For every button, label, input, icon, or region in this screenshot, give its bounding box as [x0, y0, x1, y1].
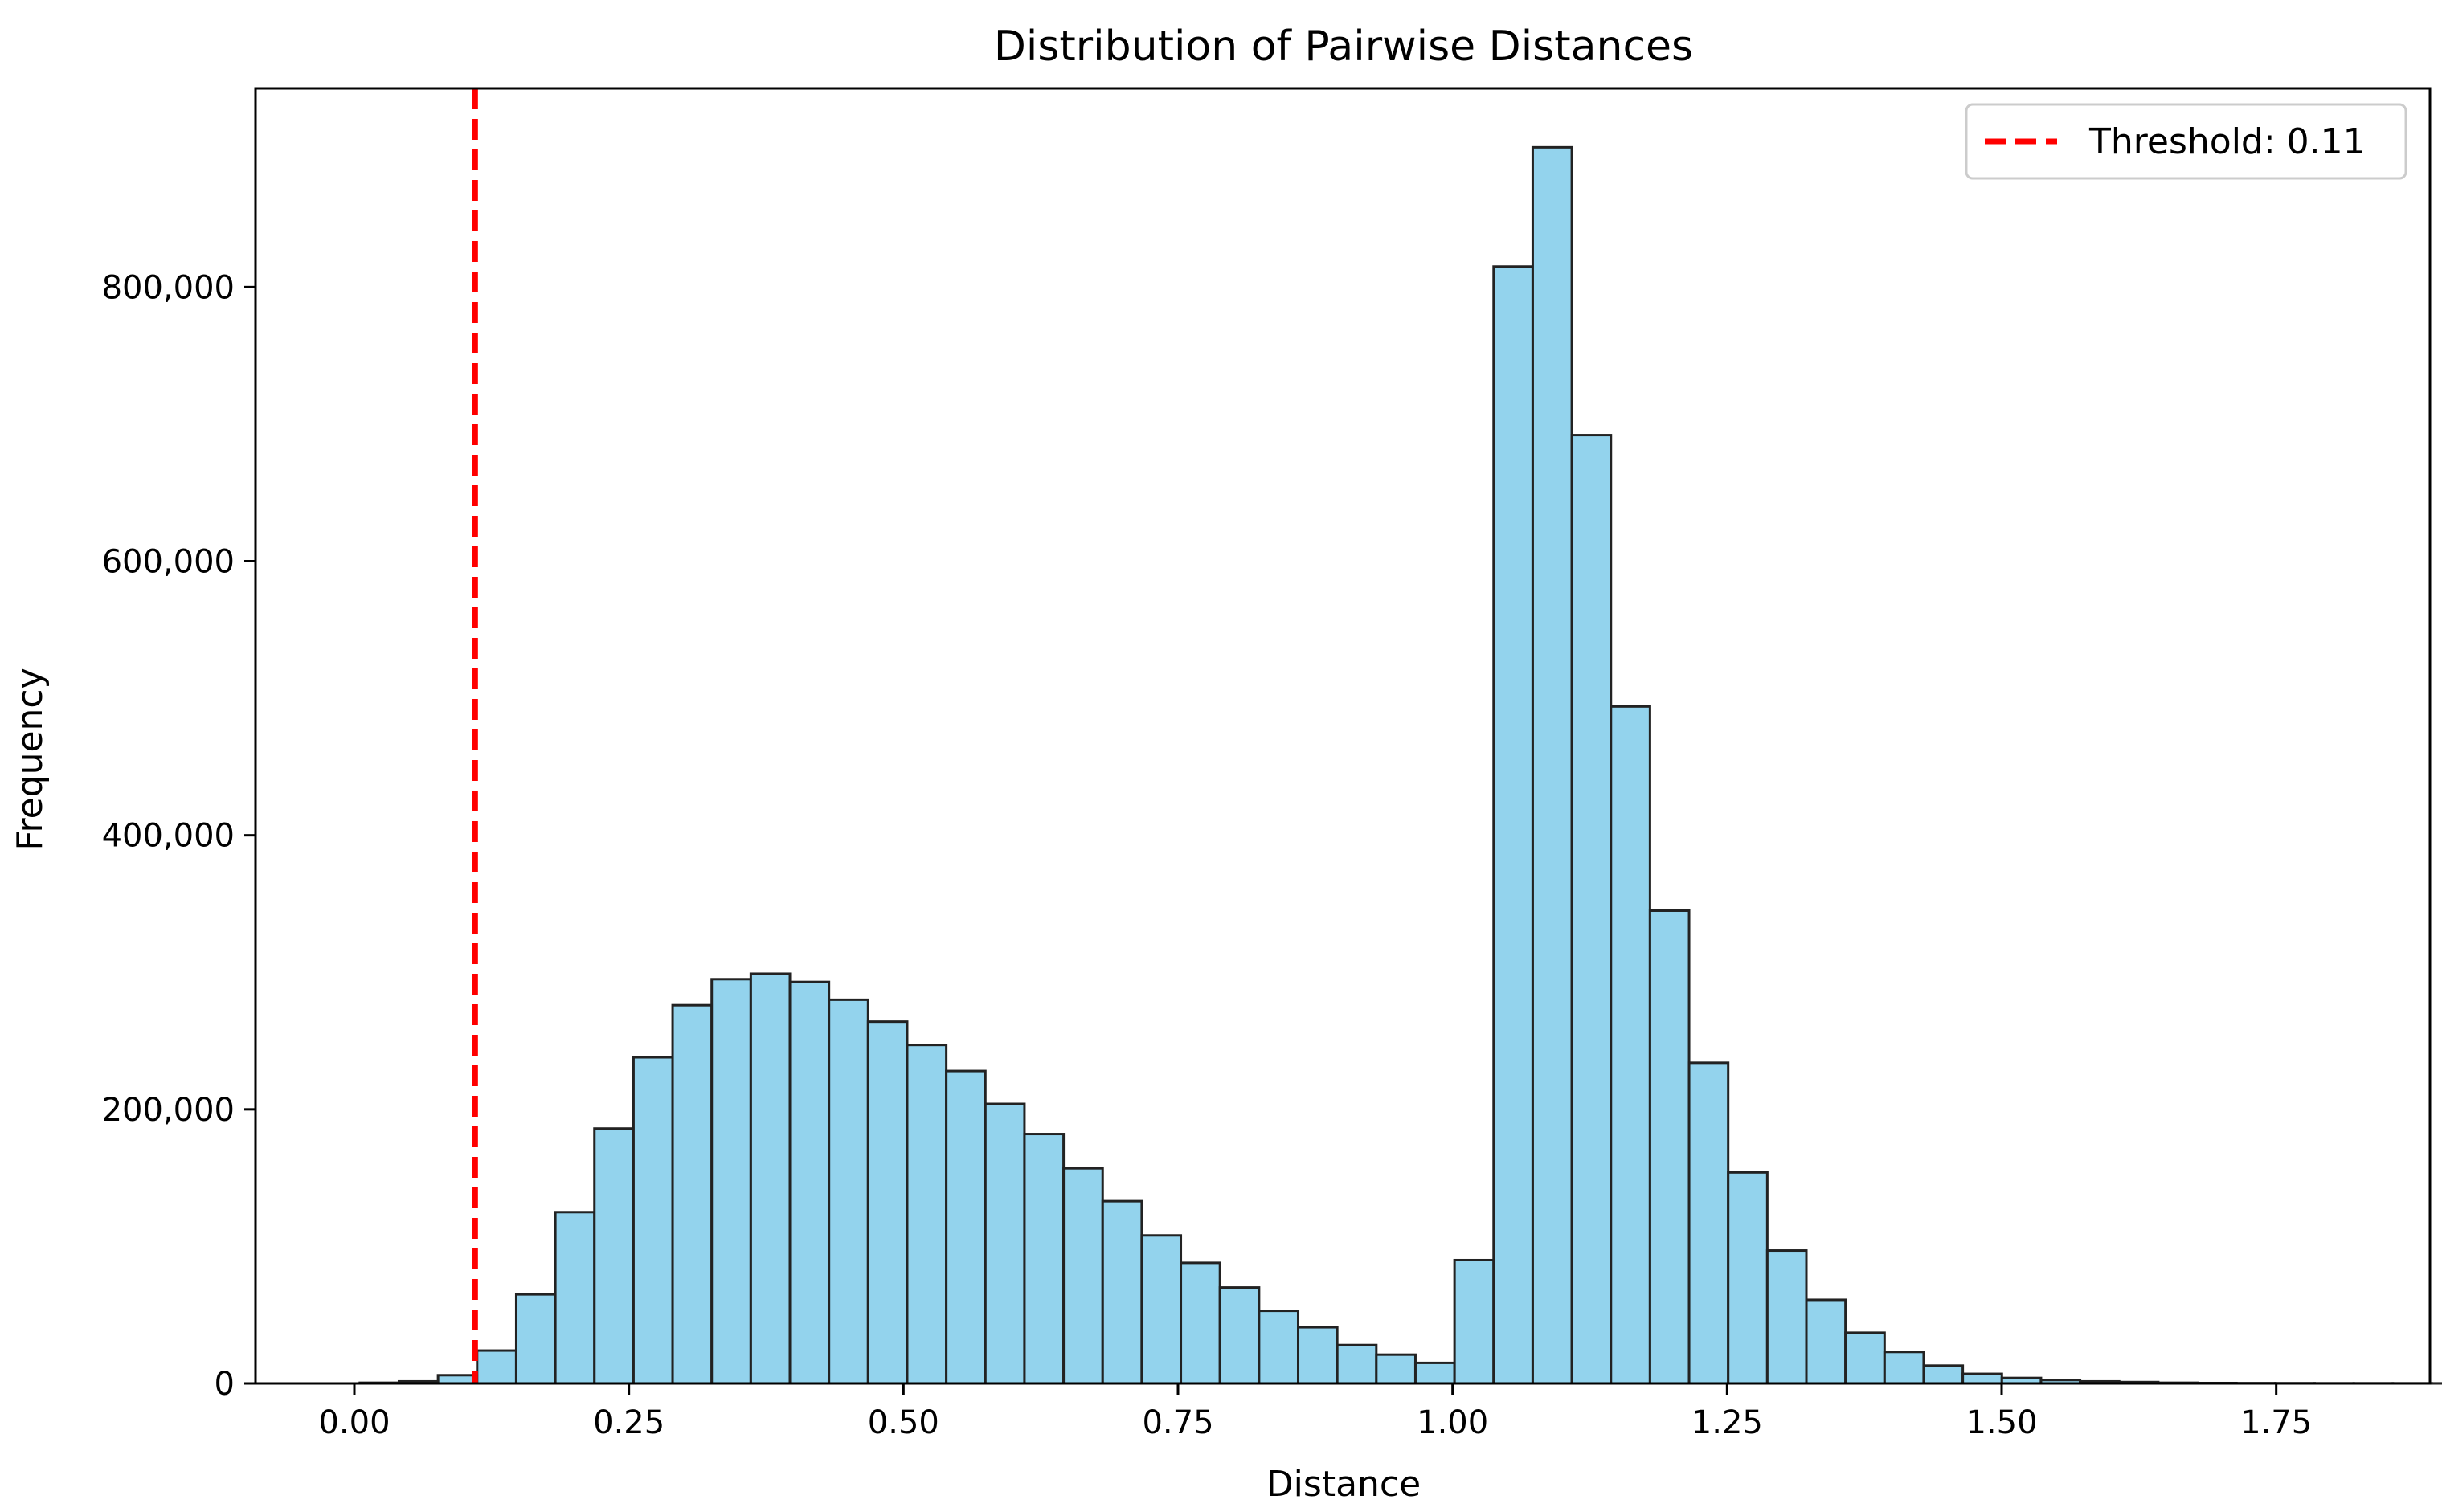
histogram-bar [514, 1293, 557, 1385]
histogram-bars [358, 145, 2442, 1385]
histogram-bar [1922, 1364, 1965, 1385]
x-tick-label: 0.75 [1142, 1404, 1213, 1441]
histogram-bar [1023, 1133, 1066, 1385]
legend-box [1965, 103, 2407, 180]
histogram-bar [1258, 1310, 1300, 1385]
histogram-bar [1297, 1326, 1339, 1385]
y-axis-label: Frequency [10, 668, 51, 850]
histogram-bar [1453, 1258, 1495, 1385]
histogram-bar [1336, 1343, 1378, 1385]
x-tick-label: 1.50 [1965, 1404, 2037, 1441]
legend: Threshold: 0.11 [1965, 103, 2407, 180]
histogram-bar [1844, 1331, 1886, 1385]
histogram-bar [984, 1102, 1026, 1385]
y-tick-label: 400,000 [102, 818, 235, 855]
histogram-bar [1805, 1298, 1847, 1385]
histogram-bar [1570, 434, 1613, 1385]
histogram-bar [1687, 1061, 1730, 1385]
x-axis-ticks: 0.00 0.25 0.50 0.75 1.00 1.25 1.50 1.75 [318, 1383, 2312, 1441]
histogram-bar [1765, 1249, 1808, 1385]
y-tick-label: 800,000 [102, 269, 235, 306]
y-axis-ticks: 0 200,000 400,000 600,000 800,000 [102, 269, 256, 1403]
histogram-bar [749, 972, 792, 1385]
chart-title: Distribution of Pairwise Distances [994, 22, 1693, 71]
histogram-bar [945, 1069, 987, 1385]
histogram-bar [1492, 265, 1534, 1385]
x-axis-label: Distance [1266, 1464, 1421, 1505]
histogram-bar [671, 1003, 714, 1385]
histogram-bar [710, 978, 752, 1385]
histogram-bar [788, 980, 831, 1385]
histogram-bar [906, 1044, 948, 1385]
histogram-bar [1961, 1372, 2003, 1385]
histogram-bar [1727, 1171, 1769, 1385]
histogram-bar [476, 1349, 517, 1385]
x-tick-label: 0.25 [593, 1404, 665, 1441]
histogram-bar [828, 998, 869, 1385]
histogram-bar [593, 1127, 635, 1385]
x-tick-label: 1.00 [1417, 1404, 1488, 1441]
histogram-bar [1101, 1199, 1143, 1385]
legend-threshold-label: Threshold: 0.11 [2088, 121, 2366, 162]
histogram-bar [1375, 1353, 1417, 1385]
histogram-bar [1883, 1351, 1925, 1385]
x-tick-label: 0.00 [318, 1404, 390, 1441]
histogram-bar [1648, 909, 1691, 1385]
histogram-bar [1531, 145, 1573, 1385]
histogram-bar [632, 1056, 674, 1385]
x-tick-label: 1.75 [2240, 1404, 2312, 1441]
y-tick-label: 600,000 [102, 544, 235, 581]
histogram-bar [1413, 1361, 1456, 1385]
histogram-bar [1140, 1234, 1183, 1385]
histogram-bar [1610, 705, 1651, 1385]
plot-frame [254, 87, 2432, 1385]
x-tick-label: 0.50 [868, 1404, 939, 1441]
y-tick-label: 200,000 [102, 1092, 235, 1129]
histogram-bar [1218, 1286, 1261, 1385]
x-tick-label: 1.25 [1691, 1404, 1763, 1441]
histogram-bar [436, 1374, 479, 1385]
y-tick-label: 0 [215, 1366, 235, 1403]
histogram-bar [1062, 1167, 1104, 1385]
histogram-bar [554, 1211, 596, 1385]
histogram-bar [1180, 1261, 1221, 1385]
histogram-bar [866, 1020, 909, 1385]
